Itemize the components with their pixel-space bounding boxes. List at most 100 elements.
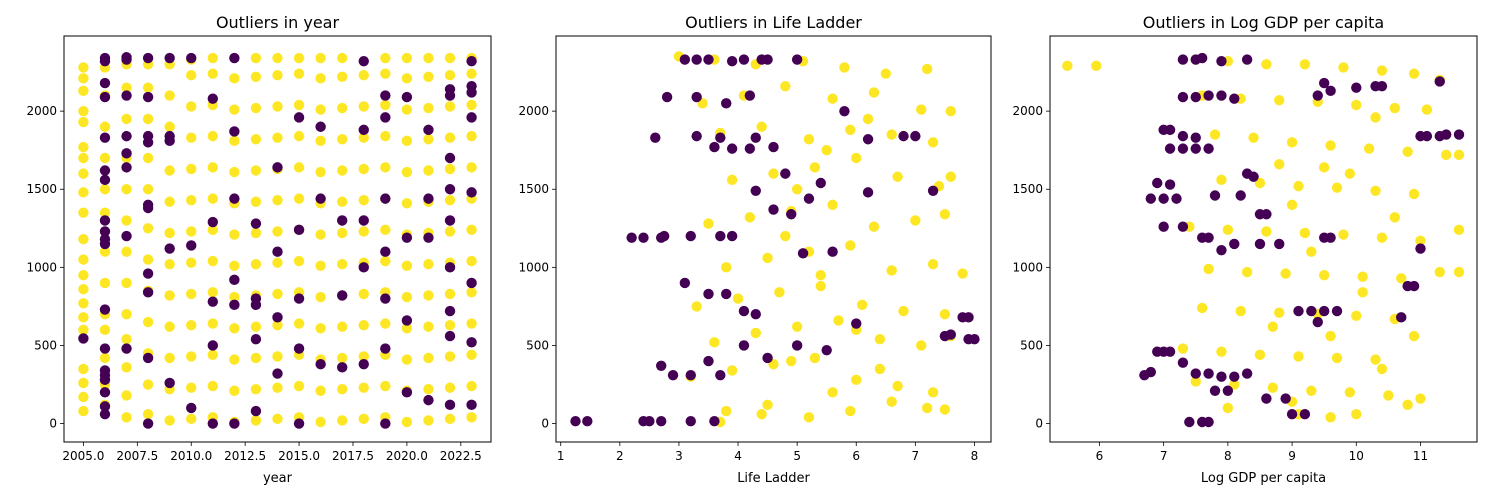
inlier-point [358,351,369,362]
outlier-point [358,359,369,370]
inlier-point [380,255,391,267]
outlier-point [164,52,175,64]
outlier-point [121,52,132,63]
inlier-point [99,324,111,336]
inlier-point [851,374,862,386]
inlier-point [1338,62,1349,73]
inlier-point [229,260,240,271]
outlier-point [1203,232,1214,243]
outlier-point [186,52,197,64]
inlier-point [1267,382,1279,393]
inlier-point [1408,68,1420,79]
inlier-point [803,412,815,423]
inlier-point [1453,149,1465,161]
inlier-point [315,166,326,178]
outlier-point [444,215,456,226]
inlier-point [401,354,413,365]
outlier-point [1241,368,1253,379]
outlier-point [786,209,797,220]
inlier-point [1209,129,1221,140]
inlier-point [839,62,850,73]
inlier-point [1370,185,1381,197]
inlier-point [358,194,369,206]
inlier-point [1293,180,1304,192]
outlier-point [336,362,348,373]
outlier-point [293,418,305,429]
inlier-point [1293,351,1304,362]
outlier-point [1254,238,1266,250]
inlier-point [358,288,369,300]
inlier-point [121,184,132,195]
outlier-point [703,288,714,300]
outlier-point [821,344,832,356]
inlier-point [250,383,262,395]
outlier-point [444,184,456,195]
outlier-point [466,80,477,92]
inlier-point [401,260,413,271]
inlier-point [99,207,111,218]
inlier-point [401,291,413,303]
inlier-point [1376,65,1388,76]
y-tick-label: 500 [1020,338,1043,352]
x-tick-label: 5 [793,449,801,463]
inlier-point [336,259,348,270]
inlier-point [1299,59,1311,70]
inlier-point [207,255,219,267]
outlier-point [1152,177,1163,189]
inlier-point [229,385,240,396]
outlier-point [444,152,456,164]
inlier-point [78,116,89,128]
inlier-point [78,187,89,198]
inlier-point [756,408,767,420]
inlier-point [293,380,305,392]
outlier-point [1241,54,1253,65]
x-tick-label: 2022.5 [440,449,482,463]
inlier-point [1351,99,1362,111]
outlier-point [1235,190,1246,201]
inlier-point [250,165,262,176]
outlier-point [1325,232,1336,243]
inlier-point [380,318,391,329]
outlier-point [99,215,111,226]
inlier-point [1415,393,1426,404]
inlier-point [809,352,821,364]
inlier-point [466,162,477,173]
x-tick-label: 8 [1224,449,1232,463]
outlier-point [791,54,803,65]
outlier-point [99,304,111,315]
outlier-point [582,416,593,427]
inlier-point [250,259,262,270]
outlier-point [768,141,779,153]
inlier-point [444,351,456,362]
inlier-point [315,416,326,428]
inlier-point [250,134,262,145]
inlier-point [444,226,456,237]
inlier-point [336,52,348,64]
inlier-point [315,52,326,64]
inlier-point [1344,387,1356,398]
inlier-point [886,265,897,276]
chart-title: Outliers in Life Ladder [685,13,862,32]
inlier-point [78,324,89,336]
inlier-point [186,351,197,362]
outlier-point [715,369,726,381]
outlier-point [963,312,974,323]
inlier-point [845,405,856,417]
inlier-point [293,193,305,204]
inlier-point [1229,379,1240,390]
inlier-point [380,68,391,79]
inlier-point [691,301,702,312]
outlier-point [1145,193,1157,204]
outlier-point [1312,316,1323,328]
outlier-point [1261,393,1272,404]
inlier-point [78,284,89,295]
inlier-point [315,323,326,334]
outlier-point [401,91,413,103]
inlier-point [827,199,838,211]
inlier-point [827,93,838,104]
inlier-point [186,163,197,175]
inlier-point [229,73,240,84]
inlier-point [444,382,456,393]
inlier-point [1254,177,1266,189]
inlier-point [874,363,886,375]
